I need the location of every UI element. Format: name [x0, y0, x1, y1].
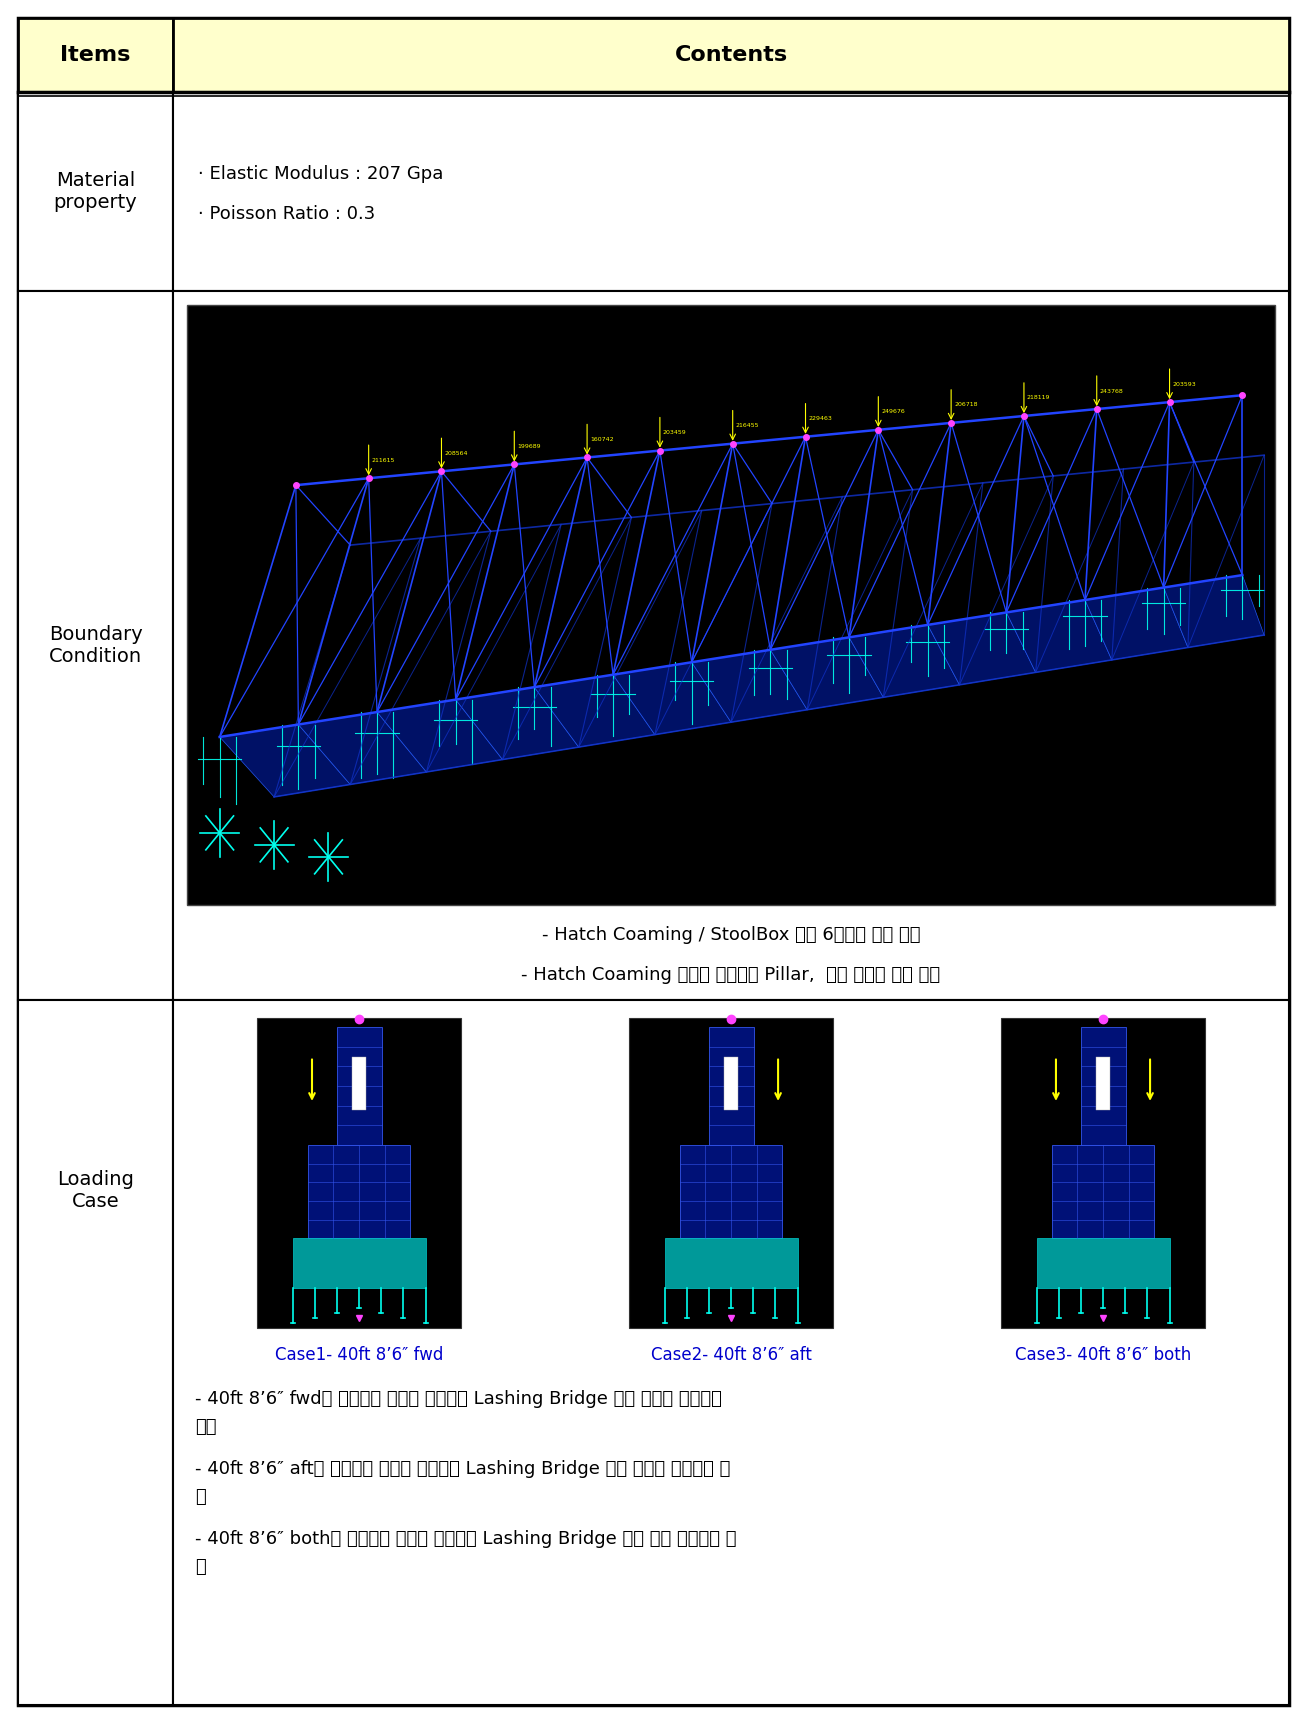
Polygon shape — [18, 17, 173, 93]
Polygon shape — [18, 17, 1289, 1706]
Polygon shape — [456, 687, 579, 760]
Polygon shape — [308, 1146, 410, 1239]
Text: 211615: 211615 — [371, 458, 395, 463]
Polygon shape — [336, 1027, 382, 1146]
Polygon shape — [353, 1056, 366, 1110]
Polygon shape — [1163, 575, 1264, 648]
Text: Case1- 40ft 8’6″ fwd: Case1- 40ft 8’6″ fwd — [274, 1346, 443, 1365]
Polygon shape — [680, 1146, 782, 1239]
Polygon shape — [629, 1018, 834, 1328]
Polygon shape — [18, 999, 173, 1706]
Text: Contents: Contents — [674, 45, 788, 65]
Polygon shape — [691, 650, 808, 722]
Text: - 40ft 8’6″ both： 좌현으로 경사된 상태에서 Lashing Bridge 양쪽 모두 컨테이너 적: - 40ft 8’6″ both： 좌현으로 경사된 상태에서 Lashing … — [195, 1530, 737, 1547]
Text: 160742: 160742 — [589, 438, 614, 443]
Text: - 40ft 8’6″ aft： 좌현으로 경사된 상태에서 Lashing Bridge 선미 방향만 컨테이너 적: - 40ft 8’6″ aft： 좌현으로 경사된 상태에서 Lashing B… — [195, 1459, 731, 1478]
Polygon shape — [1085, 588, 1188, 660]
Polygon shape — [724, 1056, 737, 1110]
Text: Items: Items — [60, 45, 131, 65]
Polygon shape — [1001, 1018, 1205, 1328]
Text: 199689: 199689 — [518, 445, 541, 450]
Polygon shape — [1097, 1056, 1110, 1110]
Text: 적재: 적재 — [195, 1418, 217, 1435]
Text: 206718: 206718 — [954, 403, 978, 407]
Polygon shape — [220, 724, 350, 798]
Text: 218119: 218119 — [1027, 396, 1051, 400]
Text: - Hatch Coaming 상부에 취부되는 Pillar,  하부 보강재 모두 구속: - Hatch Coaming 상부에 취부되는 Pillar, 하부 보강재 … — [521, 967, 941, 984]
Text: 203459: 203459 — [663, 431, 686, 436]
Text: Boundary
Condition: Boundary Condition — [48, 625, 142, 667]
Polygon shape — [293, 1239, 426, 1287]
Text: Case3- 40ft 8’6″ both: Case3- 40ft 8’6″ both — [1014, 1346, 1191, 1365]
Polygon shape — [708, 1027, 754, 1146]
Polygon shape — [173, 93, 1289, 291]
Polygon shape — [535, 675, 655, 748]
Polygon shape — [376, 700, 503, 772]
Polygon shape — [256, 1018, 461, 1328]
Text: Material
property: Material property — [54, 171, 137, 212]
Text: 216455: 216455 — [736, 424, 759, 427]
Polygon shape — [1006, 600, 1112, 672]
Polygon shape — [173, 999, 1289, 1706]
Text: 203593: 203593 — [1172, 383, 1196, 386]
Text: - Hatch Coaming / StoolBox 하부 6자유도 모두 구속: - Hatch Coaming / StoolBox 하부 6자유도 모두 구속 — [542, 925, 920, 944]
Polygon shape — [613, 662, 731, 734]
Polygon shape — [1036, 1239, 1170, 1287]
Text: 재: 재 — [195, 1489, 205, 1506]
Polygon shape — [850, 625, 959, 698]
Polygon shape — [298, 712, 426, 784]
Text: 243768: 243768 — [1099, 389, 1124, 393]
Polygon shape — [173, 291, 1289, 999]
Text: 229463: 229463 — [809, 417, 833, 420]
Text: 재: 재 — [195, 1558, 205, 1577]
Text: · Elastic Modulus : 207 Gpa: · Elastic Modulus : 207 Gpa — [199, 165, 443, 183]
Polygon shape — [1081, 1027, 1125, 1146]
Polygon shape — [18, 93, 173, 291]
Text: · Poisson Ratio : 0.3: · Poisson Ratio : 0.3 — [199, 205, 375, 222]
Text: - 40ft 8’6″ fwd： 좌현으로 경사된 상태에서 Lashing Bridge 선수 방향만 컨테이너: - 40ft 8’6″ fwd： 좌현으로 경사된 상태에서 Lashing B… — [195, 1390, 721, 1408]
Polygon shape — [18, 291, 173, 999]
Polygon shape — [1052, 1146, 1154, 1239]
Polygon shape — [173, 17, 1289, 93]
Polygon shape — [770, 638, 884, 710]
Polygon shape — [664, 1239, 797, 1287]
Polygon shape — [928, 612, 1035, 684]
Text: 249676: 249676 — [881, 410, 904, 414]
Text: Loading
Case: Loading Case — [58, 1170, 135, 1211]
Text: Case2- 40ft 8’6″ aft: Case2- 40ft 8’6″ aft — [651, 1346, 812, 1365]
Polygon shape — [187, 305, 1276, 905]
Text: 208564: 208564 — [444, 451, 468, 457]
